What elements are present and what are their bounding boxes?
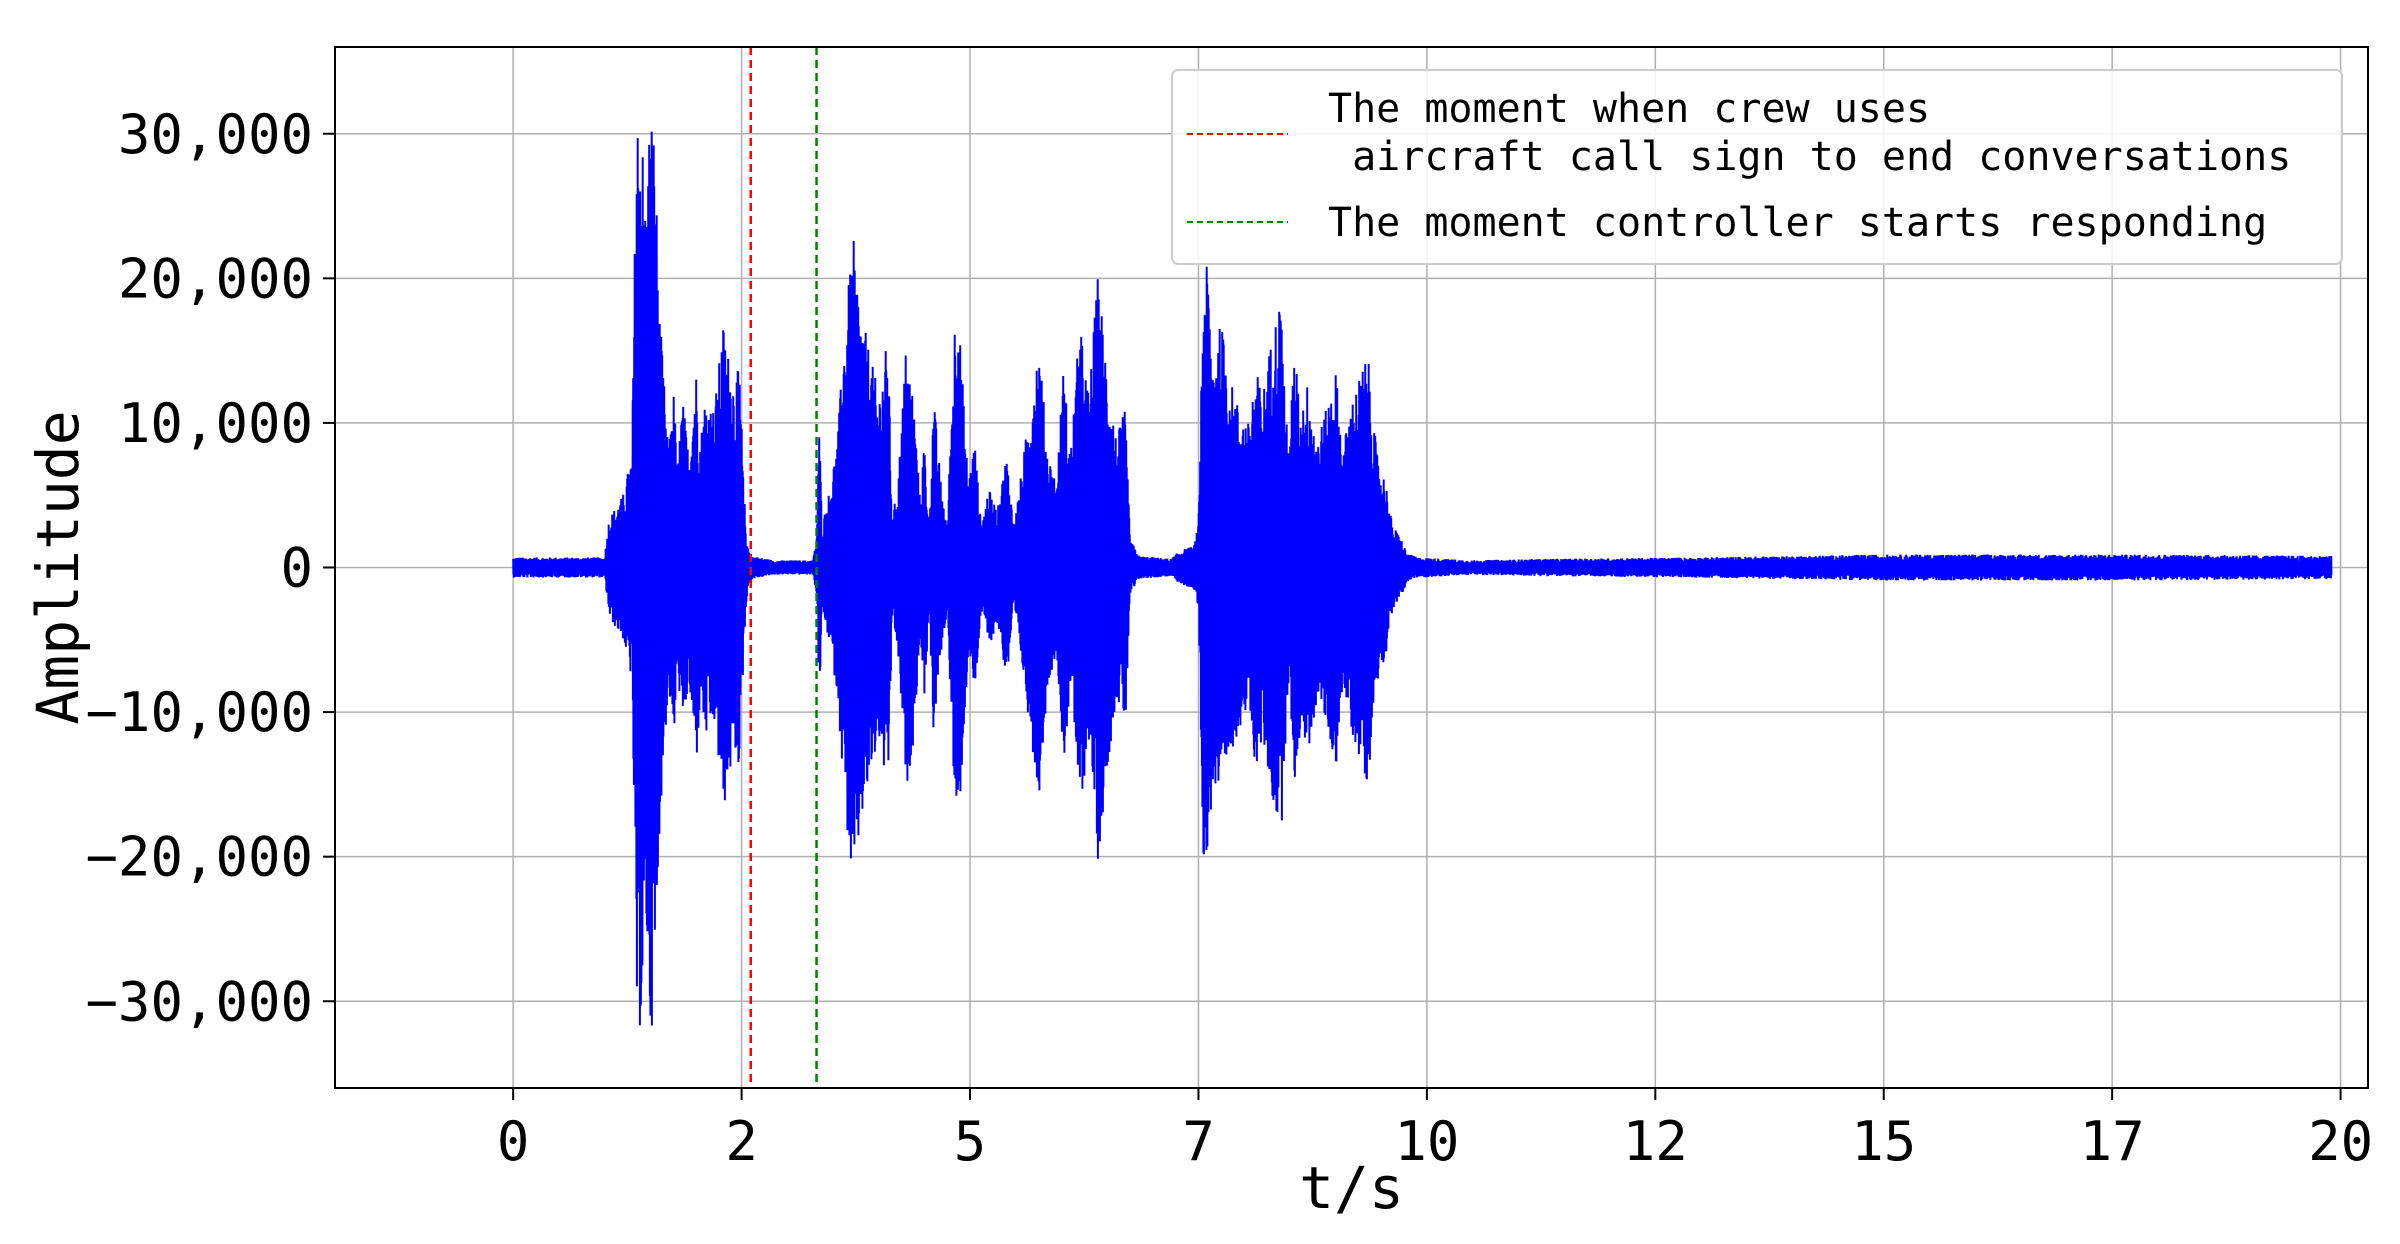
legend-box bbox=[1171, 69, 2343, 265]
x-tick-label: 12 bbox=[1623, 1110, 1688, 1173]
x-axis-label: t/s bbox=[1299, 1154, 1404, 1222]
y-tick-label: 20,000 bbox=[118, 247, 313, 310]
legend-label-line: aircraft call sign to end conversations bbox=[1328, 134, 2291, 180]
axis-ticks: 0 2 5 7 10 12 15 17 20 30,000 20,000 10,000 0 −10,000… bbox=[85, 103, 2373, 1173]
x-tick-label: 15 bbox=[1851, 1110, 1916, 1173]
y-tick-label: 30,000 bbox=[118, 103, 313, 166]
x-tick-label: 10 bbox=[1394, 1110, 1459, 1173]
legend: The moment when crew uses aircraft call … bbox=[1171, 69, 2343, 265]
y-tick-label: −10,000 bbox=[85, 681, 313, 744]
y-tick-label: −20,000 bbox=[85, 826, 313, 889]
waveform-series bbox=[512, 131, 2333, 1026]
x-tick-label: 5 bbox=[954, 1110, 987, 1173]
x-tick-label: 17 bbox=[2080, 1110, 2145, 1173]
plot-marks bbox=[512, 47, 2333, 1088]
x-tick-label: 0 bbox=[497, 1110, 530, 1173]
x-tick-label: 2 bbox=[725, 1110, 758, 1173]
legend-label-line: The moment when crew uses bbox=[1328, 86, 1930, 132]
legend-label-line: The moment controller starts responding bbox=[1328, 200, 2267, 246]
legend-label-crew: The moment when crew uses aircraft call … bbox=[1328, 86, 2291, 180]
x-tick-label: 7 bbox=[1182, 1110, 1215, 1173]
legend-label-controller: The moment controller starts responding bbox=[1328, 200, 2267, 246]
y-tick-label: −30,000 bbox=[85, 970, 313, 1033]
y-tick-label: 10,000 bbox=[118, 392, 313, 455]
y-axis-label: Amplitude bbox=[24, 410, 92, 724]
y-tick-label: 0 bbox=[280, 537, 313, 600]
x-tick-label: 20 bbox=[2308, 1110, 2373, 1173]
